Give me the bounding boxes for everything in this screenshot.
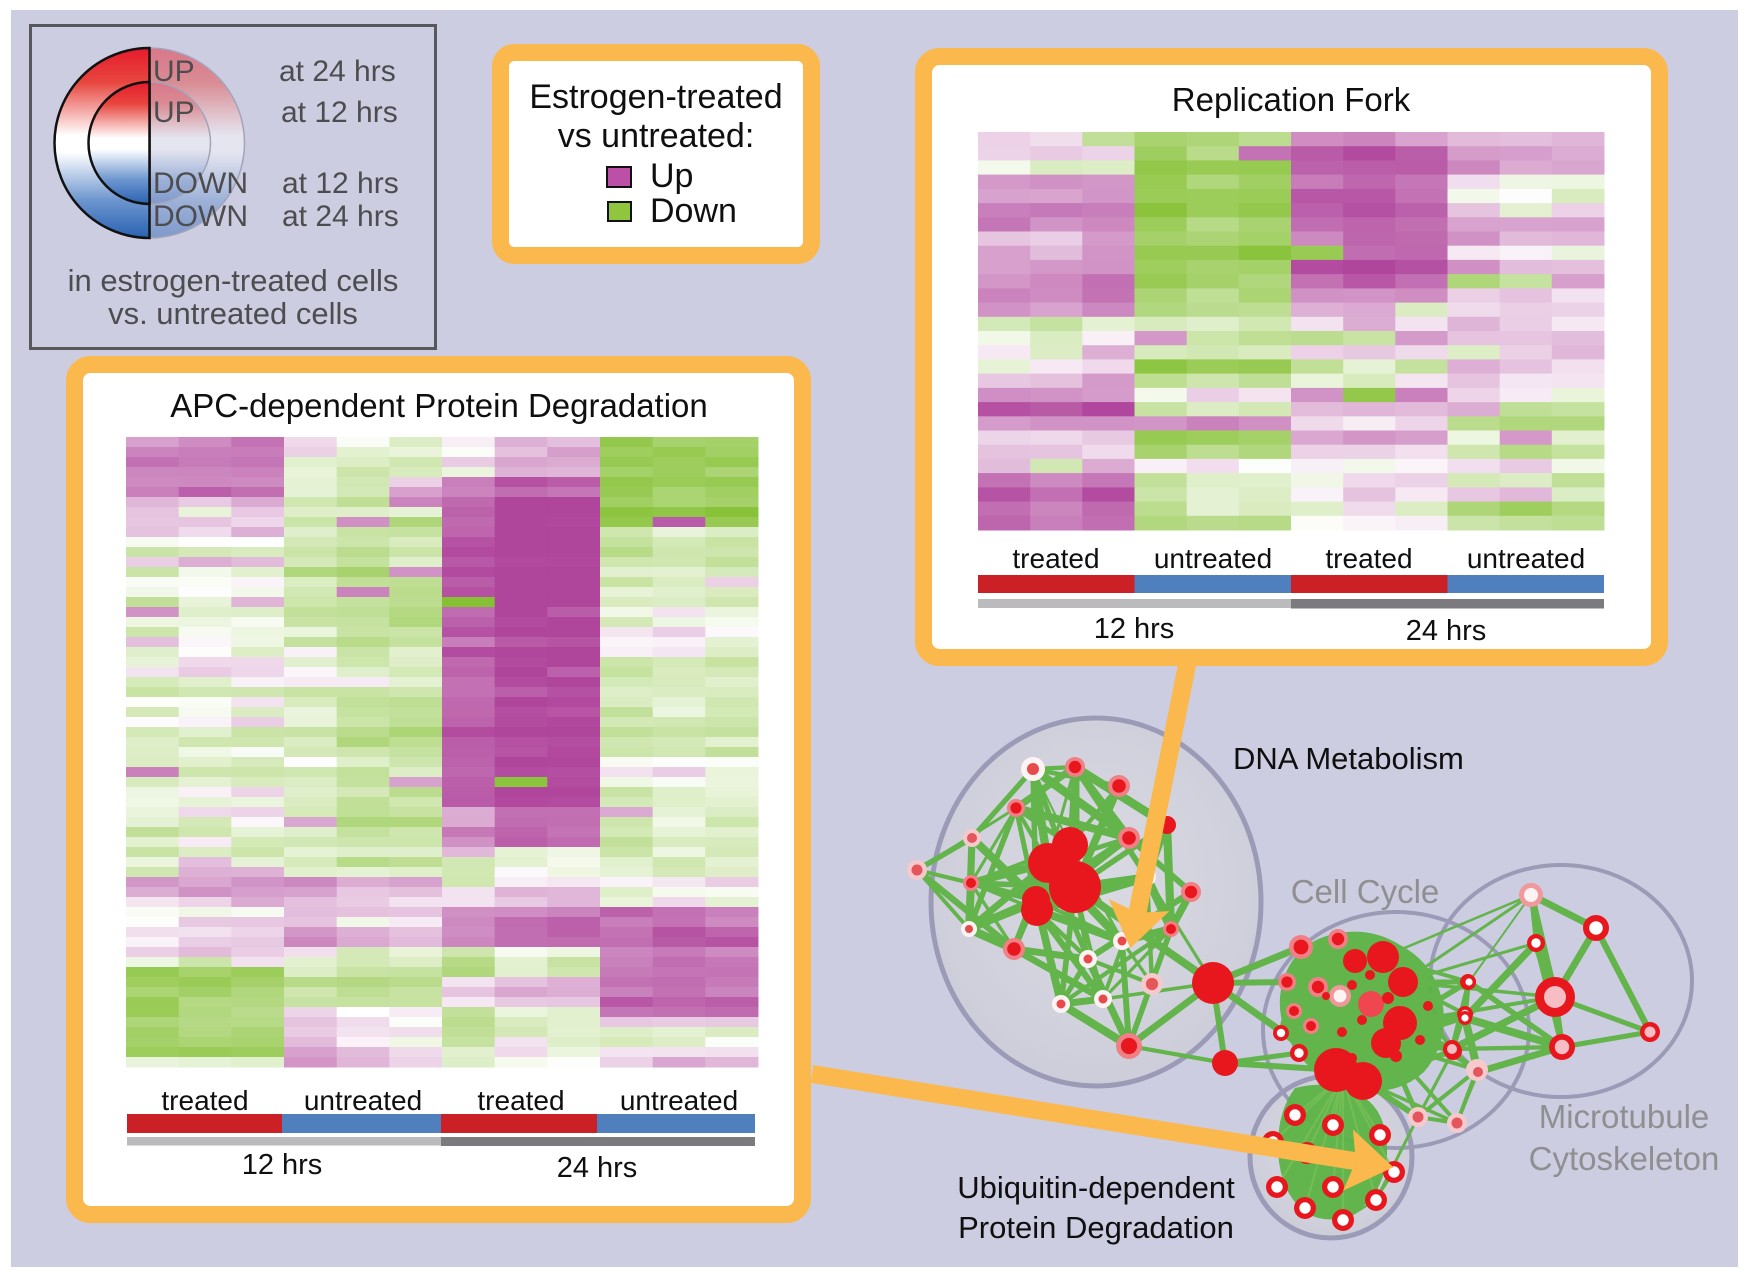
svg-text:DNA Metabolism: DNA Metabolism	[1233, 741, 1464, 776]
svg-text:at 24 hrs: at 24 hrs	[279, 55, 396, 88]
svg-text:Up: Up	[650, 157, 693, 195]
svg-text:Cell Cycle: Cell Cycle	[1291, 873, 1440, 910]
svg-text:treated: treated	[1325, 543, 1412, 574]
svg-text:at 24 hrs: at 24 hrs	[282, 200, 399, 233]
svg-text:12 hrs: 12 hrs	[242, 1149, 323, 1181]
svg-text:Ubiquitin-dependent: Ubiquitin-dependent	[957, 1170, 1235, 1205]
svg-text:vs untreated:: vs untreated:	[558, 117, 755, 155]
svg-text:untreated: untreated	[304, 1085, 422, 1116]
svg-text:untreated: untreated	[1467, 543, 1585, 574]
svg-text:DOWN: DOWN	[153, 200, 248, 233]
svg-text:untreated: untreated	[620, 1085, 738, 1116]
svg-text:Microtubule: Microtubule	[1539, 1098, 1710, 1135]
svg-text:vs. untreated cells: vs. untreated cells	[108, 296, 358, 331]
svg-text:24 hrs: 24 hrs	[557, 1152, 638, 1184]
svg-text:Protein Degradation: Protein Degradation	[958, 1210, 1234, 1245]
svg-text:UP: UP	[153, 55, 195, 88]
svg-text:12 hrs: 12 hrs	[1094, 613, 1175, 645]
svg-text:treated: treated	[477, 1085, 564, 1116]
svg-text:Cytoskeleton: Cytoskeleton	[1529, 1140, 1720, 1177]
svg-text:untreated: untreated	[1154, 543, 1272, 574]
svg-text:at 12 hrs: at 12 hrs	[282, 167, 399, 200]
svg-text:UP: UP	[153, 96, 195, 129]
svg-text:in estrogen-treated cells: in estrogen-treated cells	[68, 263, 399, 298]
svg-text:Replication Fork: Replication Fork	[1172, 81, 1411, 118]
svg-text:24 hrs: 24 hrs	[1406, 615, 1487, 647]
svg-text:treated: treated	[1012, 543, 1099, 574]
svg-text:APC-dependent Protein Degradat: APC-dependent Protein Degradation	[170, 387, 708, 424]
svg-text:DOWN: DOWN	[153, 167, 248, 200]
svg-text:Down: Down	[650, 192, 737, 230]
svg-text:Estrogen-treated: Estrogen-treated	[529, 78, 782, 116]
svg-text:at 12 hrs: at 12 hrs	[281, 96, 398, 129]
svg-text:treated: treated	[161, 1085, 248, 1116]
